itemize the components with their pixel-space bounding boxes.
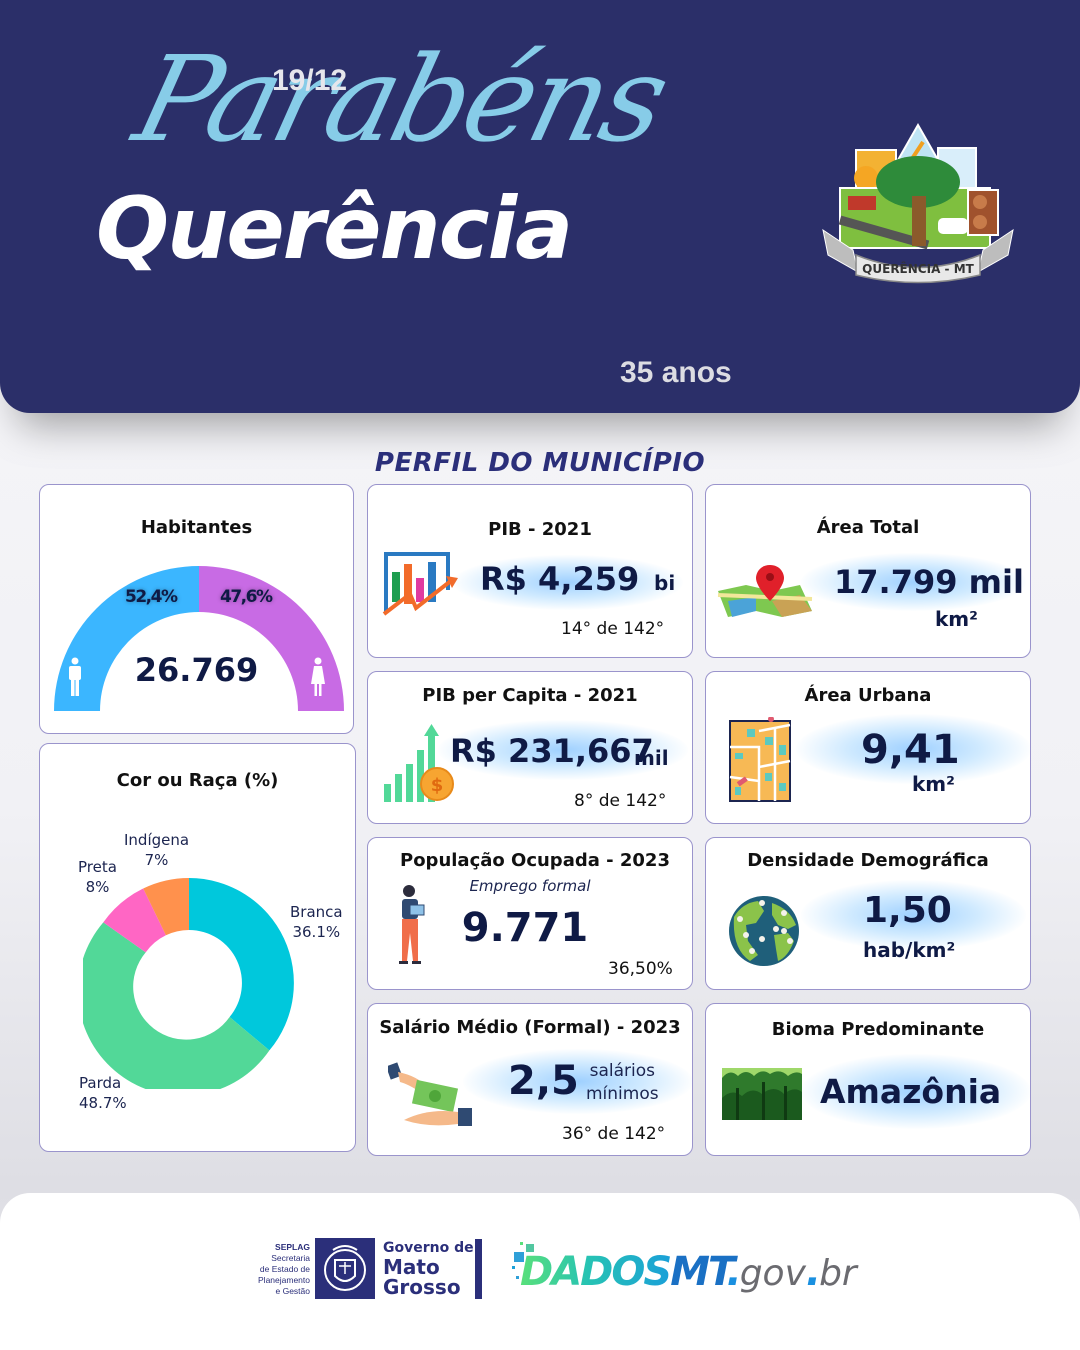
card-area-total: Área Total 17.799 mil km²: [705, 484, 1031, 658]
card-title: Salário Médio (Formal) - 2023: [379, 1017, 681, 1038]
anniversary-years: 35 anos: [620, 356, 732, 389]
race-donut-chart: [83, 878, 294, 1089]
rainforest-icon: [722, 1068, 802, 1120]
card-title: PIB per Capita - 2021: [422, 685, 638, 706]
area-urbana-value: 9,41: [861, 727, 960, 773]
footer: [0, 1193, 1080, 1350]
governo-mato-grosso-logo: Governo de Mato Grosso: [383, 1240, 474, 1299]
section-title: PERFIL DO MUNICÍPIO: [374, 448, 706, 478]
card-habitantes: Habitantes 52,4% 47,6% 26.769: [39, 484, 354, 734]
label-parda: Parda 48.7%: [79, 1074, 127, 1112]
logo-divider: [475, 1239, 482, 1299]
money-handover-icon: [388, 1062, 472, 1126]
salario-unit: salários mínimos: [586, 1061, 659, 1104]
population-total: 26.769: [134, 651, 259, 689]
svg-text:$: $: [431, 775, 444, 796]
card-salario-medio: Salário Médio (Formal) - 2023 2,5 salári…: [367, 1003, 693, 1156]
seplag-label: SEPLAG Secretaria de Estado de Planejame…: [258, 1242, 310, 1296]
pib-unit: bi: [654, 571, 676, 595]
script-title: Parabéns: [122, 30, 679, 168]
pib-capita-rank: 8° de 142°: [574, 791, 667, 811]
map-pin-icon: [717, 565, 813, 617]
mato-grosso-coat-of-arms-logo: [315, 1238, 375, 1299]
populacao-subtitle: Emprego formal: [469, 877, 591, 895]
header-banner: Parabéns 19/12 Querência 35 anos QUERÊNC…: [0, 0, 1080, 413]
populacao-value: 9.771: [461, 905, 589, 951]
card-densidade: Densidade Demográfica 1,50 hab/km²: [705, 837, 1031, 990]
bar-chart-growth-icon: [382, 552, 458, 616]
gender-gauge-chart: [54, 566, 344, 711]
card-title: Área Urbana: [804, 685, 932, 706]
card-title: Cor ou Raça (%): [116, 770, 279, 791]
salario-value: 2,5: [508, 1058, 579, 1104]
male-icon: [69, 657, 81, 696]
card-title: PIB - 2021: [488, 519, 592, 540]
globe-people-icon: [729, 896, 799, 966]
female-icon: [311, 657, 325, 696]
dados-pixel-icon: [512, 1242, 534, 1279]
card-pib: PIB - 2021 R$ 4,259 bi 14° de 142°: [367, 484, 693, 658]
bioma-value: Amazônia: [820, 1072, 1002, 1111]
female-percentage: 47,6%: [220, 587, 273, 607]
salario-rank: 36° de 142°: [562, 1124, 666, 1144]
anniversary-date: 19/12: [272, 64, 348, 97]
dadosmt-logo[interactable]: DADOSMT.gov.br: [520, 1249, 857, 1295]
area-total-value: 17.799 mil: [834, 563, 1024, 601]
male-percentage: 52,4%: [125, 587, 178, 607]
card-bioma: Bioma Predominante Amazônia: [705, 1003, 1031, 1156]
pib-value: R$ 4,259: [480, 560, 640, 598]
worker-woman-icon: [399, 885, 425, 964]
populacao-pct: 36,50%: [608, 959, 673, 979]
card-title: Densidade Demográfica: [747, 850, 989, 871]
card-pib-capita: PIB per Capita - 2021 $ R$ 231,667 mil 8…: [367, 671, 693, 824]
card-cor-raca: Cor ou Raça (%) Indígena 7% Preta 8% Branc…: [39, 743, 356, 1152]
densidade-value: 1,50: [863, 890, 952, 931]
area-total-unit: km²: [935, 607, 978, 631]
pib-capita-unit: mil: [634, 746, 669, 770]
growth-coin-icon: $: [384, 724, 454, 802]
area-urbana-unit: km²: [912, 772, 955, 796]
label-indigena: Indígena 7%: [124, 831, 190, 869]
label-branca: Branca 36.1%: [290, 903, 343, 941]
city-map-icon: [729, 717, 791, 802]
pib-rank: 14° de 142°: [561, 619, 665, 639]
card-title: População Ocupada - 2023: [400, 850, 670, 871]
coat-of-arms-icon: [324, 1245, 366, 1291]
card-title: Habitantes: [140, 517, 253, 538]
card-populacao-ocupada: População Ocupada - 2023 Emprego formal …: [367, 837, 693, 990]
pib-capita-value: R$ 231,667: [450, 732, 654, 770]
municipal-crest-icon: QUERÊNCIA - MT: [822, 122, 1014, 284]
svg-text:QUERÊNCIA - MT: QUERÊNCIA - MT: [862, 261, 974, 276]
card-area-urbana: Área Urbana 9,41 km²: [705, 671, 1031, 824]
label-preta: Preta 8%: [78, 858, 117, 896]
densidade-unit: hab/km²: [863, 938, 956, 962]
card-title: Bioma Predominante: [771, 1019, 985, 1040]
city-name: Querência: [96, 179, 573, 279]
card-title: Área Total: [816, 517, 920, 538]
